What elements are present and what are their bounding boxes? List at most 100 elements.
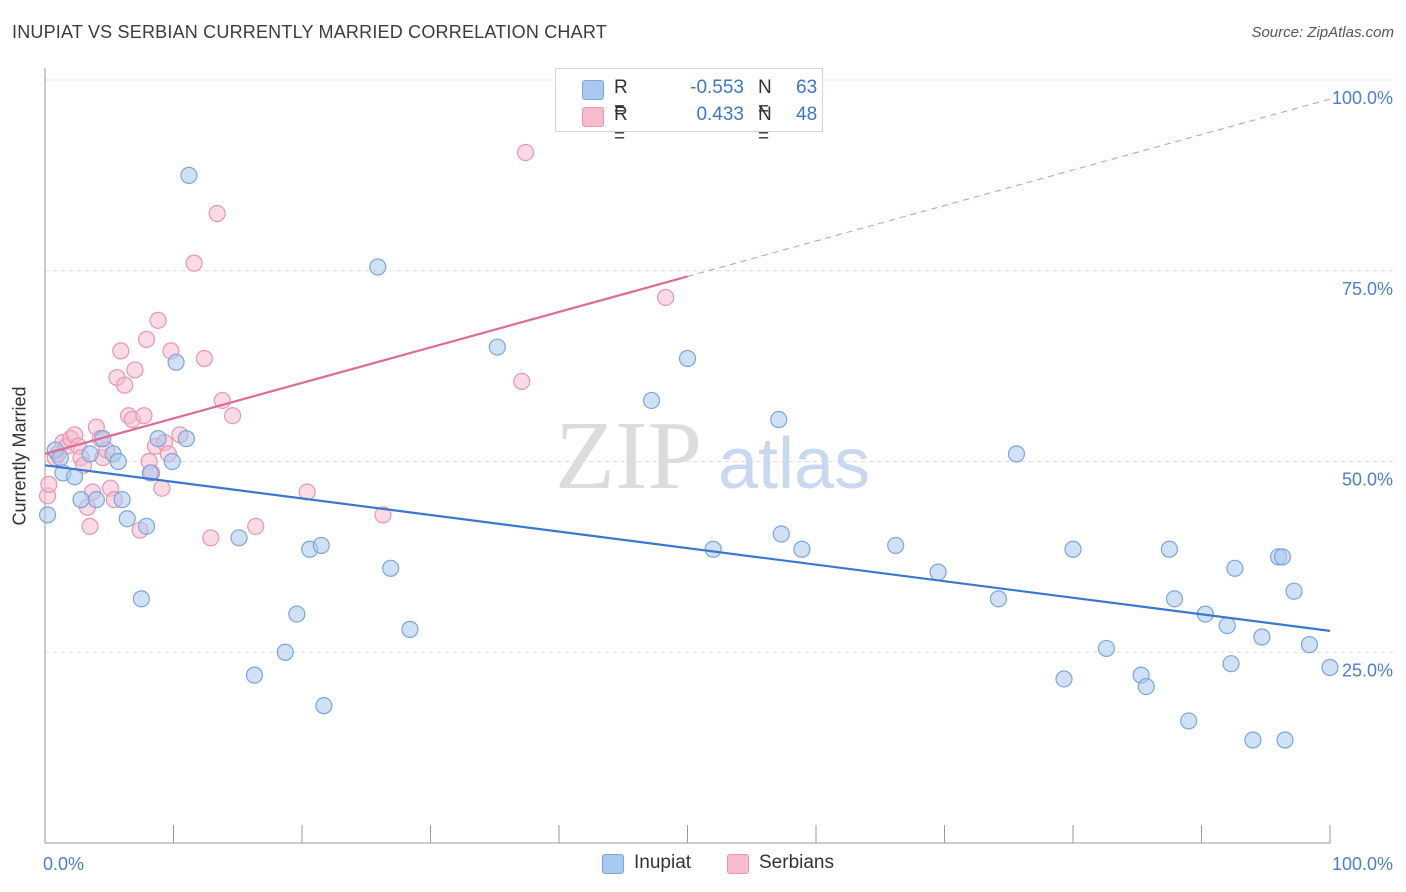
inupiat-point bbox=[1226, 559, 1244, 577]
serbian-point bbox=[374, 506, 392, 524]
y-tick-label: 25.0% bbox=[1342, 660, 1393, 680]
inupiat-point bbox=[1285, 582, 1303, 600]
inupiat-point bbox=[642, 391, 661, 410]
axes bbox=[44, 68, 1331, 844]
inupiat-point bbox=[276, 643, 294, 661]
inupiat-point bbox=[1253, 628, 1271, 646]
serbian-point bbox=[81, 517, 99, 535]
inupiat-point bbox=[113, 491, 131, 509]
inupiat-point bbox=[118, 510, 136, 528]
serbian-point bbox=[247, 517, 265, 535]
inupiat-point bbox=[72, 491, 90, 509]
serbian-point bbox=[137, 330, 156, 349]
y-tick-label: 100.0% bbox=[1332, 88, 1393, 108]
legend-label: Serbians bbox=[759, 852, 834, 873]
x-tick-label: 0.0% bbox=[43, 854, 84, 874]
r-value: -0.553 bbox=[690, 77, 744, 98]
inupiat-point bbox=[1055, 670, 1073, 688]
serbian-trend-line-extension bbox=[687, 98, 1331, 277]
inupiat-point bbox=[1137, 677, 1155, 696]
inupiat-point bbox=[1180, 712, 1198, 730]
inupiat-point bbox=[887, 536, 905, 555]
inupiat-point bbox=[315, 697, 333, 715]
watermark-zip: ZIP bbox=[555, 402, 702, 510]
serbian-point bbox=[153, 479, 171, 497]
inupiat-point bbox=[149, 430, 167, 448]
inupiat-point bbox=[65, 468, 84, 486]
inupiat-point bbox=[1321, 658, 1339, 677]
inupiat-point bbox=[132, 590, 150, 608]
trend-lines bbox=[44, 98, 1331, 632]
inupiat-point bbox=[1160, 540, 1178, 558]
inupiat-point bbox=[1276, 731, 1294, 749]
inupiat-point bbox=[401, 620, 419, 638]
inupiat-point bbox=[1165, 590, 1184, 608]
chart-title: INUPIAT VS SERBIAN CURRENTLY MARRIED COR… bbox=[12, 22, 607, 42]
inupiat-point bbox=[488, 338, 506, 356]
inupiat-point bbox=[230, 529, 248, 547]
inupiat-point bbox=[177, 430, 195, 448]
inupiat-point bbox=[141, 464, 159, 482]
serbian-point bbox=[208, 204, 226, 223]
serbian-point bbox=[516, 143, 535, 162]
inupiat-point bbox=[245, 666, 264, 684]
n-label: N = bbox=[758, 77, 772, 120]
n-value: 63 bbox=[796, 77, 818, 98]
y-tick-label: 50.0% bbox=[1342, 470, 1393, 490]
serbian-point bbox=[149, 311, 167, 329]
inupiat-point bbox=[288, 605, 306, 623]
serbian-point bbox=[116, 376, 134, 394]
serbian-point bbox=[185, 254, 203, 272]
source-label: Source: ZipAtlas.com bbox=[1251, 24, 1394, 41]
inupiat-point bbox=[1218, 616, 1236, 635]
n-label: N = bbox=[758, 104, 772, 147]
inupiat-point bbox=[180, 166, 198, 184]
inupiat-point bbox=[1244, 731, 1262, 749]
inupiat-point bbox=[1273, 548, 1292, 566]
serbian-point bbox=[202, 529, 220, 547]
x-tick-label: 100.0% bbox=[1332, 854, 1393, 874]
serbian-point bbox=[112, 342, 130, 360]
inupiat-point bbox=[382, 559, 400, 577]
serbian-point bbox=[224, 407, 242, 425]
inupiat-point bbox=[87, 491, 106, 509]
serbian-point bbox=[195, 349, 213, 368]
serbian-point bbox=[513, 372, 531, 390]
inupiat-point bbox=[989, 590, 1008, 608]
inupiat-point bbox=[678, 349, 697, 368]
r-value: 0.433 bbox=[696, 104, 744, 125]
inupiat-point bbox=[793, 540, 811, 558]
inupiat-legend-swatch bbox=[602, 854, 624, 874]
watermark-atlas: atlas bbox=[718, 424, 870, 504]
serbian-legend-swatch bbox=[727, 854, 749, 874]
n-value: 48 bbox=[796, 104, 818, 125]
serbian-point bbox=[126, 361, 144, 379]
r-label: R = bbox=[614, 77, 628, 120]
series-legend: Inupiat Serbians bbox=[0, 852, 1406, 878]
y-tick-label: 75.0% bbox=[1342, 279, 1393, 299]
inupiat-point bbox=[369, 258, 387, 276]
inupiat-point bbox=[929, 563, 947, 581]
inupiat-trend-line bbox=[44, 464, 1331, 632]
inupiat-point bbox=[137, 517, 156, 535]
watermark: ZIP atlas bbox=[555, 402, 870, 510]
legend-label: Inupiat bbox=[634, 852, 692, 873]
serbian-point bbox=[135, 407, 153, 425]
inupiat-point bbox=[1222, 655, 1240, 673]
inupiat-point bbox=[81, 445, 99, 463]
tick-labels: 25.0% 50.0% 75.0% 100.0% 0.0% 100.0% bbox=[43, 88, 1393, 874]
inupiat-point bbox=[1064, 540, 1082, 558]
correlation-legend: R = -0.553 N = 63 R = 0.433 N = 48 bbox=[555, 68, 823, 147]
serbian-trend-line bbox=[44, 275, 688, 455]
inupiat-point bbox=[772, 525, 790, 543]
inupiat-point bbox=[38, 506, 57, 524]
inupiat-point bbox=[1007, 445, 1026, 463]
inupiat-points bbox=[38, 166, 1339, 749]
serbian-point bbox=[657, 288, 675, 307]
inupiat-point bbox=[704, 540, 722, 558]
serbian-swatch bbox=[582, 107, 604, 127]
y-axis-label: Currently Married bbox=[9, 386, 30, 526]
inupiat-point bbox=[167, 353, 185, 371]
inupiat-point bbox=[1300, 636, 1319, 654]
